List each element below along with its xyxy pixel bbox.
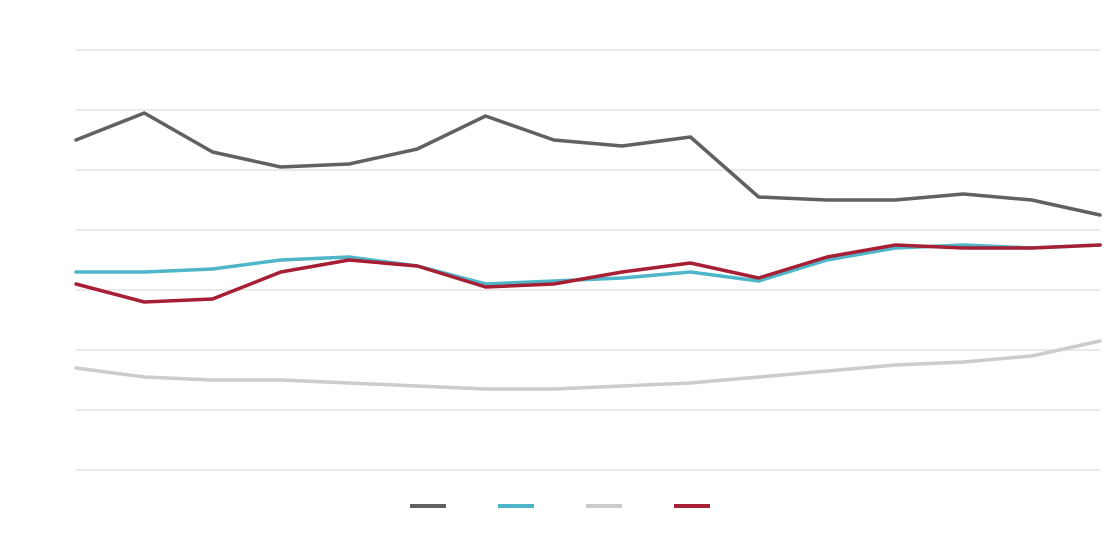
legend-swatch bbox=[586, 504, 622, 508]
series-line-series-d bbox=[76, 245, 1100, 302]
series-line-series-a bbox=[76, 113, 1100, 215]
legend-swatch bbox=[498, 504, 534, 508]
legend-swatch bbox=[410, 504, 446, 508]
legend bbox=[0, 504, 1120, 508]
series-line-series-c bbox=[76, 341, 1100, 389]
legend-item-series-d bbox=[674, 504, 710, 508]
legend-item-series-b bbox=[498, 504, 534, 508]
legend-swatch bbox=[674, 504, 710, 508]
legend-item-series-c bbox=[586, 504, 622, 508]
line-chart bbox=[0, 0, 1120, 560]
legend-item-series-a bbox=[410, 504, 446, 508]
chart-svg bbox=[0, 0, 1120, 560]
